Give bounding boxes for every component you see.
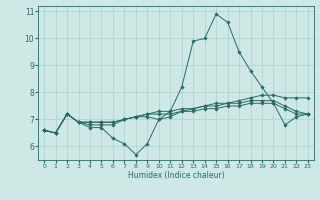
X-axis label: Humidex (Indice chaleur): Humidex (Indice chaleur) <box>128 171 224 180</box>
